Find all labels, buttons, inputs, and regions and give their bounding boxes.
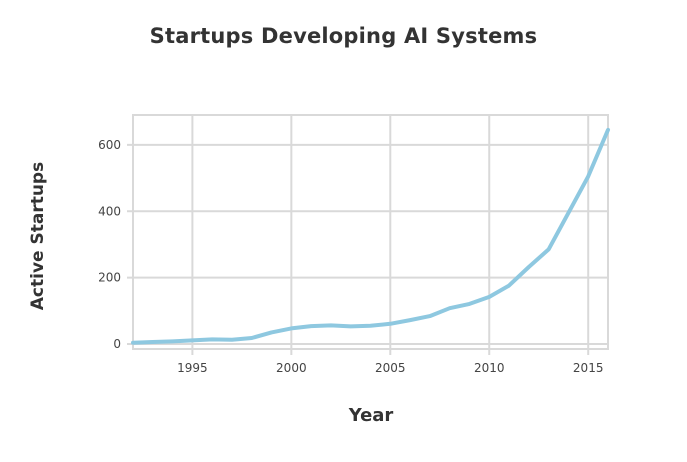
y-tick-label: 0	[113, 337, 121, 351]
y-tick-label: 600	[98, 138, 121, 152]
chart-title: Startups Developing AI Systems	[149, 24, 538, 48]
y-tick-label: 400	[98, 204, 121, 218]
x-axis-label: Year	[348, 405, 394, 426]
x-tick-label: 2000	[276, 361, 307, 375]
axis-ticks: 1995 2000 2005 2010 2015 0 200 400 600	[98, 138, 603, 375]
x-tick-label: 1995	[177, 361, 208, 375]
grid-lines	[133, 115, 608, 349]
series-line	[131, 127, 610, 345]
x-tick-label: 2005	[375, 361, 406, 375]
x-tick-label: 2015	[573, 361, 604, 375]
y-tick-label: 200	[98, 271, 121, 285]
x-tick-label: 2010	[474, 361, 505, 375]
series-layer	[131, 127, 610, 345]
plot-area-frame	[132, 114, 609, 350]
